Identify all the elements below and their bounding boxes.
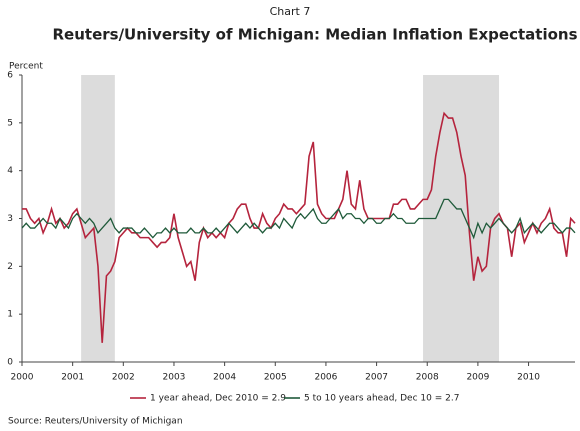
y-tick-label: 1: [7, 310, 13, 320]
x-tick-label: 2010: [517, 373, 540, 383]
y-tick-label: 5: [7, 118, 13, 128]
y-tick-label: 2: [7, 262, 13, 272]
x-tick-label: 2002: [112, 373, 135, 383]
x-tick-label: 2005: [264, 373, 287, 383]
legend-label: 5 to 10 years ahead, Dec 10 = 2.7: [304, 394, 459, 404]
legend-label: 1 year ahead, Dec 2010 = 2.9: [150, 394, 286, 404]
chart-title: Reuters/University of Michigan: Median I…: [53, 26, 578, 44]
x-tick-label: 2003: [163, 373, 186, 383]
chart-label: Chart 7: [270, 5, 311, 18]
y-tick-label: 3: [7, 214, 13, 224]
x-tick-label: 2001: [61, 373, 84, 383]
series-line: [21, 198, 576, 240]
y-axis-label: Percent: [9, 62, 43, 72]
source: Source: Reuters/University of Michigan: [8, 417, 183, 427]
x-tick-label: 2009: [466, 373, 489, 383]
recession-shade: [81, 75, 115, 362]
y-tick-label: 0: [7, 358, 13, 368]
x-tick-label: 2006: [314, 373, 337, 383]
x-tick-label: 2008: [416, 373, 439, 383]
y-tick-label: 6: [7, 71, 13, 81]
x-tick-label: 2004: [213, 373, 236, 383]
x-tick-label: 2000: [11, 373, 34, 383]
y-tick-label: 4: [7, 166, 13, 176]
series-line: [22, 111, 576, 343]
x-tick-label: 2007: [365, 373, 388, 383]
